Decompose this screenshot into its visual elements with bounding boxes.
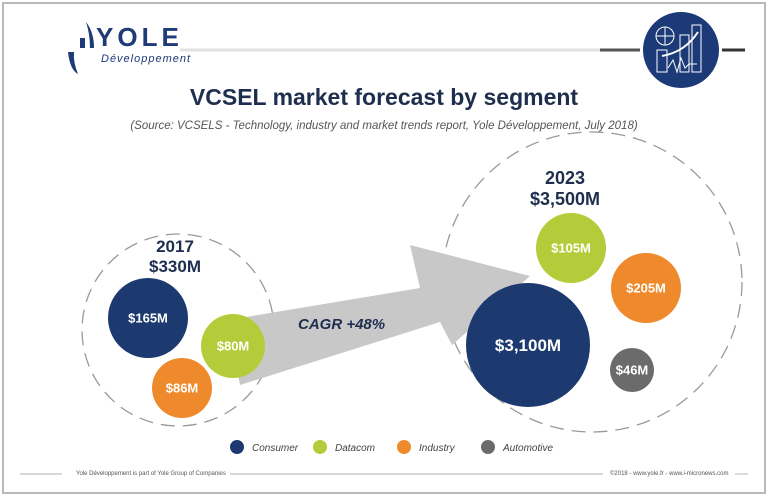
group-year: 2017 xyxy=(156,237,194,256)
bubble-2017-industry xyxy=(152,358,212,418)
group-year: 2023 xyxy=(544,168,586,188)
group-2023-header: 2023 $3,500M xyxy=(510,168,620,210)
cagr-annotation: CAGR +48% xyxy=(298,316,386,333)
bubble-2023-industry xyxy=(611,253,681,323)
bubble-label: $46M xyxy=(616,363,649,378)
bubble-2023-consumer xyxy=(466,283,590,407)
page-title: VCSEL market forecast by segment xyxy=(189,84,579,110)
group-2017-header: 2017 $330M xyxy=(135,237,215,277)
bubble-2023-automotive xyxy=(610,348,654,392)
growth-arrow xyxy=(228,245,530,385)
legend-label: Automotive xyxy=(502,443,553,454)
bubble-label: $165M xyxy=(128,311,168,326)
legend-label: Industry xyxy=(419,443,456,454)
chart-analytics-icon xyxy=(643,12,719,88)
legend-swatch-datacom xyxy=(313,440,327,454)
logo-text: YOLE xyxy=(96,22,183,52)
footer-left: Yole Développement is part of Yole Group… xyxy=(76,471,226,477)
legend-label: Consumer xyxy=(252,443,299,454)
bubble-2023-datacom xyxy=(536,213,606,283)
bubble-label: $86M xyxy=(166,381,199,396)
page-subtitle: (Source: VCSELS - Technology, industry a… xyxy=(130,120,638,132)
logo-subtext: Développement xyxy=(101,53,192,65)
legend-label: Datacom xyxy=(335,443,375,454)
group-total: $3,500M xyxy=(529,189,601,209)
yole-logo-mark xyxy=(68,22,94,74)
legend-swatch-consumer xyxy=(230,440,244,454)
bubble-2017-datacom xyxy=(201,314,265,378)
bubble-2017-consumer xyxy=(108,278,188,358)
legend-swatch-automotive xyxy=(481,440,495,454)
legend-swatch-industry xyxy=(397,440,411,454)
footer-right: ©2018 - www.yole.fr - www.i-micronews.co… xyxy=(610,471,729,477)
bubble-label: $105M xyxy=(551,241,591,256)
bubble-label: $3,100M xyxy=(495,336,561,355)
group-total: $330M xyxy=(149,257,201,276)
bubble-label: $205M xyxy=(626,281,666,296)
bubble-label: $80M xyxy=(217,339,250,354)
